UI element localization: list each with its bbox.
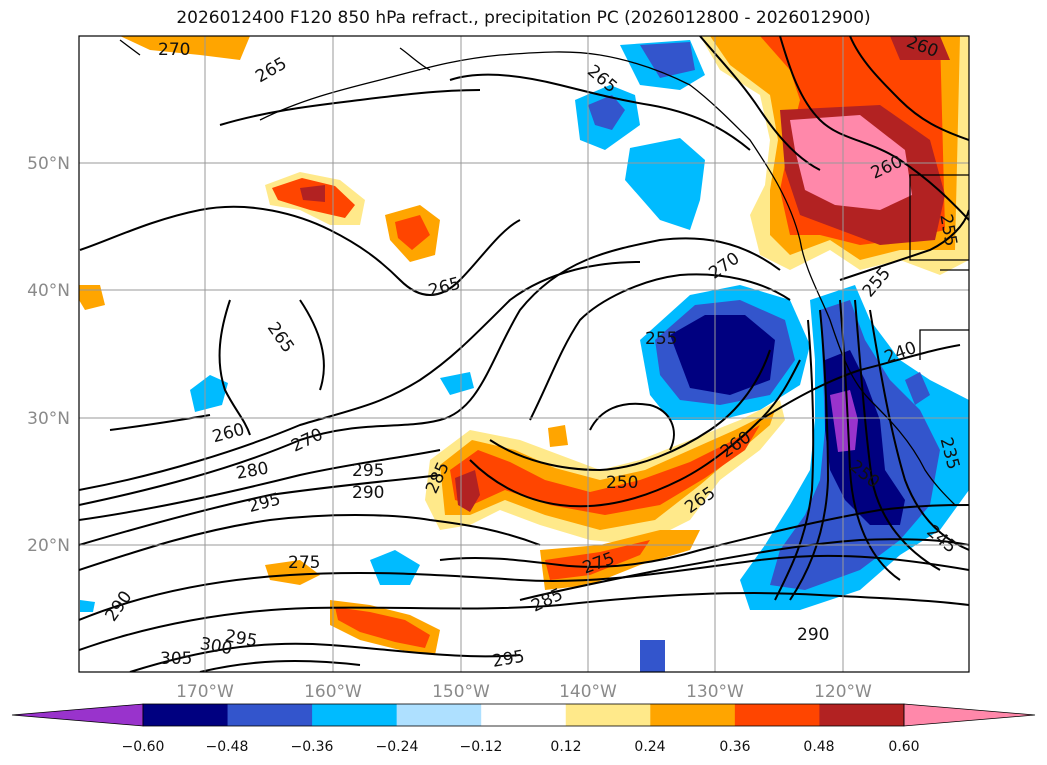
- colorbar-ticks: −0.60 −0.48 −0.36 −0.24 −0.12 0.12 0.24 …: [122, 739, 920, 755]
- contour-label: 290: [797, 625, 829, 645]
- colorbar-tick-label: −0.36: [291, 739, 334, 755]
- colorbar: −0.60 −0.48 −0.36 −0.24 −0.12 0.12 0.24 …: [11, 703, 1036, 755]
- colorbar-segments: [11, 703, 1036, 727]
- map-content: [79, 36, 969, 672]
- colorbar-segment: [565, 704, 651, 726]
- lon-label: 150°W: [432, 682, 490, 702]
- precip-fills: [79, 36, 969, 672]
- colorbar-tick-label: 0.60: [888, 739, 919, 755]
- colorbar-segment: [734, 704, 820, 726]
- contour-label: 270: [158, 40, 190, 60]
- contour-label: 295: [352, 461, 384, 481]
- map-title: 2026012400 F120 850 hPa refract., precip…: [176, 8, 871, 28]
- colorbar-segment: [143, 704, 229, 726]
- contour-label: 255: [645, 329, 677, 349]
- colorbar-tick-label: −0.24: [376, 739, 419, 755]
- contour-label: 305: [160, 649, 192, 669]
- lat-label: 30°N: [27, 409, 70, 429]
- latitude-labels: 20°N 30°N 40°N 50°N: [27, 154, 70, 556]
- colorbar-frame: [142, 703, 905, 727]
- lon-label: 160°W: [304, 682, 362, 702]
- colorbar-segment: [227, 704, 313, 726]
- colorbar-extend-min: [11, 703, 144, 727]
- colorbar-tick-label: 0.48: [803, 739, 834, 755]
- coastlines: [119, 39, 969, 506]
- colorbar-segment: [481, 704, 567, 726]
- colorbar-segment: [819, 704, 905, 726]
- lon-label: 140°W: [559, 682, 617, 702]
- lon-label: 170°W: [176, 682, 234, 702]
- refractivity-contours: [79, 36, 969, 672]
- colorbar-segment: [650, 704, 736, 726]
- contour-label: 290: [352, 483, 384, 503]
- contour-label: 275: [288, 553, 320, 573]
- colorbar-segment: [396, 704, 482, 726]
- longitude-labels: 170°W 160°W 150°W 140°W 130°W 120°W: [176, 682, 872, 702]
- colorbar-tick-label: −0.48: [206, 739, 249, 755]
- contour-label: 250: [606, 473, 638, 493]
- graticule: [79, 36, 969, 672]
- colorbar-extend-max: [903, 703, 1036, 727]
- colorbar-tick-label: 0.24: [634, 739, 665, 755]
- lat-label: 50°N: [27, 154, 70, 174]
- map-frame: [78, 35, 970, 673]
- lon-label: 120°W: [814, 682, 872, 702]
- lon-label: 130°W: [686, 682, 744, 702]
- colorbar-tick-label: 0.36: [719, 739, 750, 755]
- colorbar-tick-label: 0.12: [550, 739, 581, 755]
- colorbar-tick-label: −0.60: [122, 739, 165, 755]
- colorbar-tick-label: −0.12: [460, 739, 503, 755]
- lat-label: 40°N: [27, 281, 70, 301]
- lat-label: 20°N: [27, 536, 70, 556]
- colorbar-segment: [312, 704, 398, 726]
